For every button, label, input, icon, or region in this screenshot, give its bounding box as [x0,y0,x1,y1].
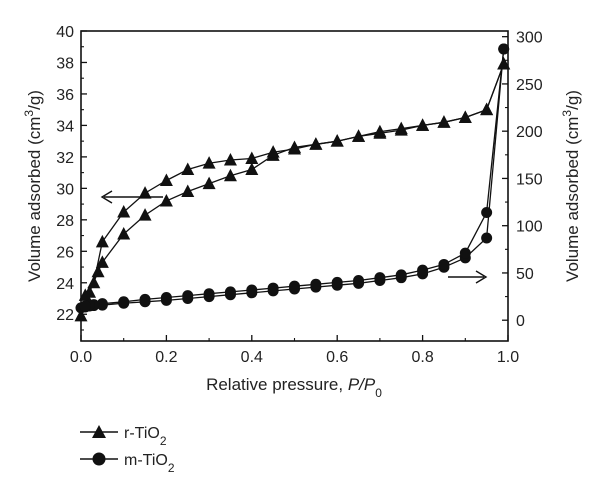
data-point-m-tio2-desorption [438,258,450,270]
right-y-tick-label: 200 [516,124,543,141]
data-point-r-tio2-adsorption [223,168,237,182]
data-point-m-tio2-desorption [79,300,91,312]
data-point-m-tio2-desorption [395,269,407,281]
left-y-tick-label: 24 [56,276,74,293]
data-point-m-tio2-desorption [481,206,493,218]
data-point-r-tio2-adsorption [181,184,195,198]
left-y-tick-label: 22 [56,307,74,324]
data-point-r-tio2-adsorption [202,176,216,190]
left-y-tick-label: 36 [56,87,74,104]
right-y-tick-label: 50 [516,266,534,283]
axis-direction-arrows [100,190,488,284]
data-point-r-tio2-desorption [245,151,259,164]
data-point-r-tio2-desorption [95,234,109,248]
data-point-r-tio2-desorption [437,115,451,128]
data-point-m-tio2-desorption [310,278,322,290]
x-tick-label: 0.4 [241,349,263,366]
x-tick-label: 0.2 [155,349,177,366]
data-point-r-tio2-desorption [458,110,472,124]
left-axis-arrow-head [100,190,113,204]
left-y-tick-label: 38 [56,55,74,72]
data-point-m-tio2-desorption [246,284,258,296]
data-point-r-tio2-desorption [394,121,408,135]
data-point-r-tio2-desorption [416,118,430,131]
x-axis-ticks: 0.0 0.2 0.4 0.6 0.8 1.0 [70,335,519,366]
data-point-r-tio2-desorption [288,142,301,155]
data-point-m-tio2-desorption [331,276,343,288]
data-point-r-tio2-desorption [266,145,280,158]
data-point-m-tio2-desorption [353,275,365,287]
left-y-tick-label: 26 [56,244,74,261]
data-point-r-tio2-adsorption [74,308,88,322]
data-point-m-tio2-desorption [498,43,510,55]
data-point-m-tio2-desorption [267,282,279,294]
legend-label-m-tio2: m-TiO2 [124,452,175,475]
legend-entry-r-tio2: r-TiO2 [80,425,167,448]
legend-triangle-marker-icon [92,425,106,438]
data-point-m-tio2-desorption [96,298,108,310]
data-point-r-tio2-desorption [497,57,511,70]
data-point-r-tio2-adsorption [91,264,105,278]
data-point-r-tio2-desorption [373,124,387,138]
data-point-m-tio2-desorption [224,286,236,298]
left-y-tick-label: 28 [56,213,74,230]
data-point-m-tio2-desorption [289,280,300,292]
data-point-r-tio2-desorption [309,137,323,150]
data-point-r-tio2-adsorption [117,226,131,240]
data-point-m-tio2-desorption [160,292,172,304]
data-point-m-tio2-desorption [203,288,215,300]
legend: r-TiO2 m-TiO2 [80,425,175,475]
x-tick-label: 0.0 [70,349,92,366]
right-y-axis-ticks: 0 50 100 150 200 250 300 [502,30,543,330]
data-point-m-tio2-desorption [118,296,130,308]
data-point-r-tio2-desorption [87,275,101,289]
series-lines [80,48,505,317]
data-point-r-tio2-desorption [181,162,195,175]
left-y-tick-label: 34 [56,118,74,135]
right-y-tick-label: 100 [516,219,543,236]
x-tick-label: 0.6 [326,349,348,366]
data-point-m-tio2-desorption [139,293,151,305]
legend-entry-m-tio2: m-TiO2 [80,452,175,475]
data-point-r-tio2-desorption [330,134,344,147]
series-line-r-tio2-desorption [84,63,505,296]
right-y-tick-label: 300 [516,30,543,47]
data-point-r-tio2-desorption [117,204,131,218]
x-tick-label: 0.8 [411,349,433,366]
right-y-tick-label: 0 [516,313,525,330]
right-axis-arrow-head [475,270,488,284]
data-point-r-tio2-desorption [480,102,494,116]
data-point-r-tio2-desorption [202,156,216,169]
legend-circle-marker-icon [92,452,106,466]
data-point-r-tio2-adsorption [159,193,173,207]
left-y-axis-title: Volume adsorbed (cm3/g) [22,90,44,282]
data-point-m-tio2-desorption [459,247,471,259]
legend-label-r-tio2: r-TiO2 [124,425,167,448]
right-y-axis-title: Volume adsorbed (cm3/g) [560,90,582,282]
data-point-r-tio2-adsorption [95,255,109,268]
data-point-r-tio2-desorption [352,129,366,142]
left-y-tick-label: 30 [56,181,74,198]
data-point-r-tio2-desorption [138,186,152,199]
x-tick-label: 1.0 [497,349,519,366]
right-y-tick-label: 250 [516,77,543,94]
data-point-r-tio2-desorption [223,153,237,166]
data-point-m-tio2-desorption [182,290,194,302]
left-y-axis-ticks: 22 24 26 28 30 32 34 36 38 40 [56,24,87,331]
data-point-r-tio2-desorption [78,288,92,301]
data-point-m-tio2-desorption [417,264,429,276]
left-y-tick-label: 32 [56,150,74,167]
data-point-r-tio2-desorption [159,173,173,186]
data-point-r-tio2-adsorption [245,162,259,175]
series-markers [74,43,511,322]
x-axis-title: Relative pressure, P/P0 [206,375,382,400]
right-y-tick-label: 150 [516,171,543,188]
data-point-m-tio2-adsorption [481,232,493,244]
left-y-tick-label: 40 [56,24,74,41]
data-point-m-tio2-desorption [374,272,386,284]
data-point-r-tio2-adsorption [138,208,152,221]
